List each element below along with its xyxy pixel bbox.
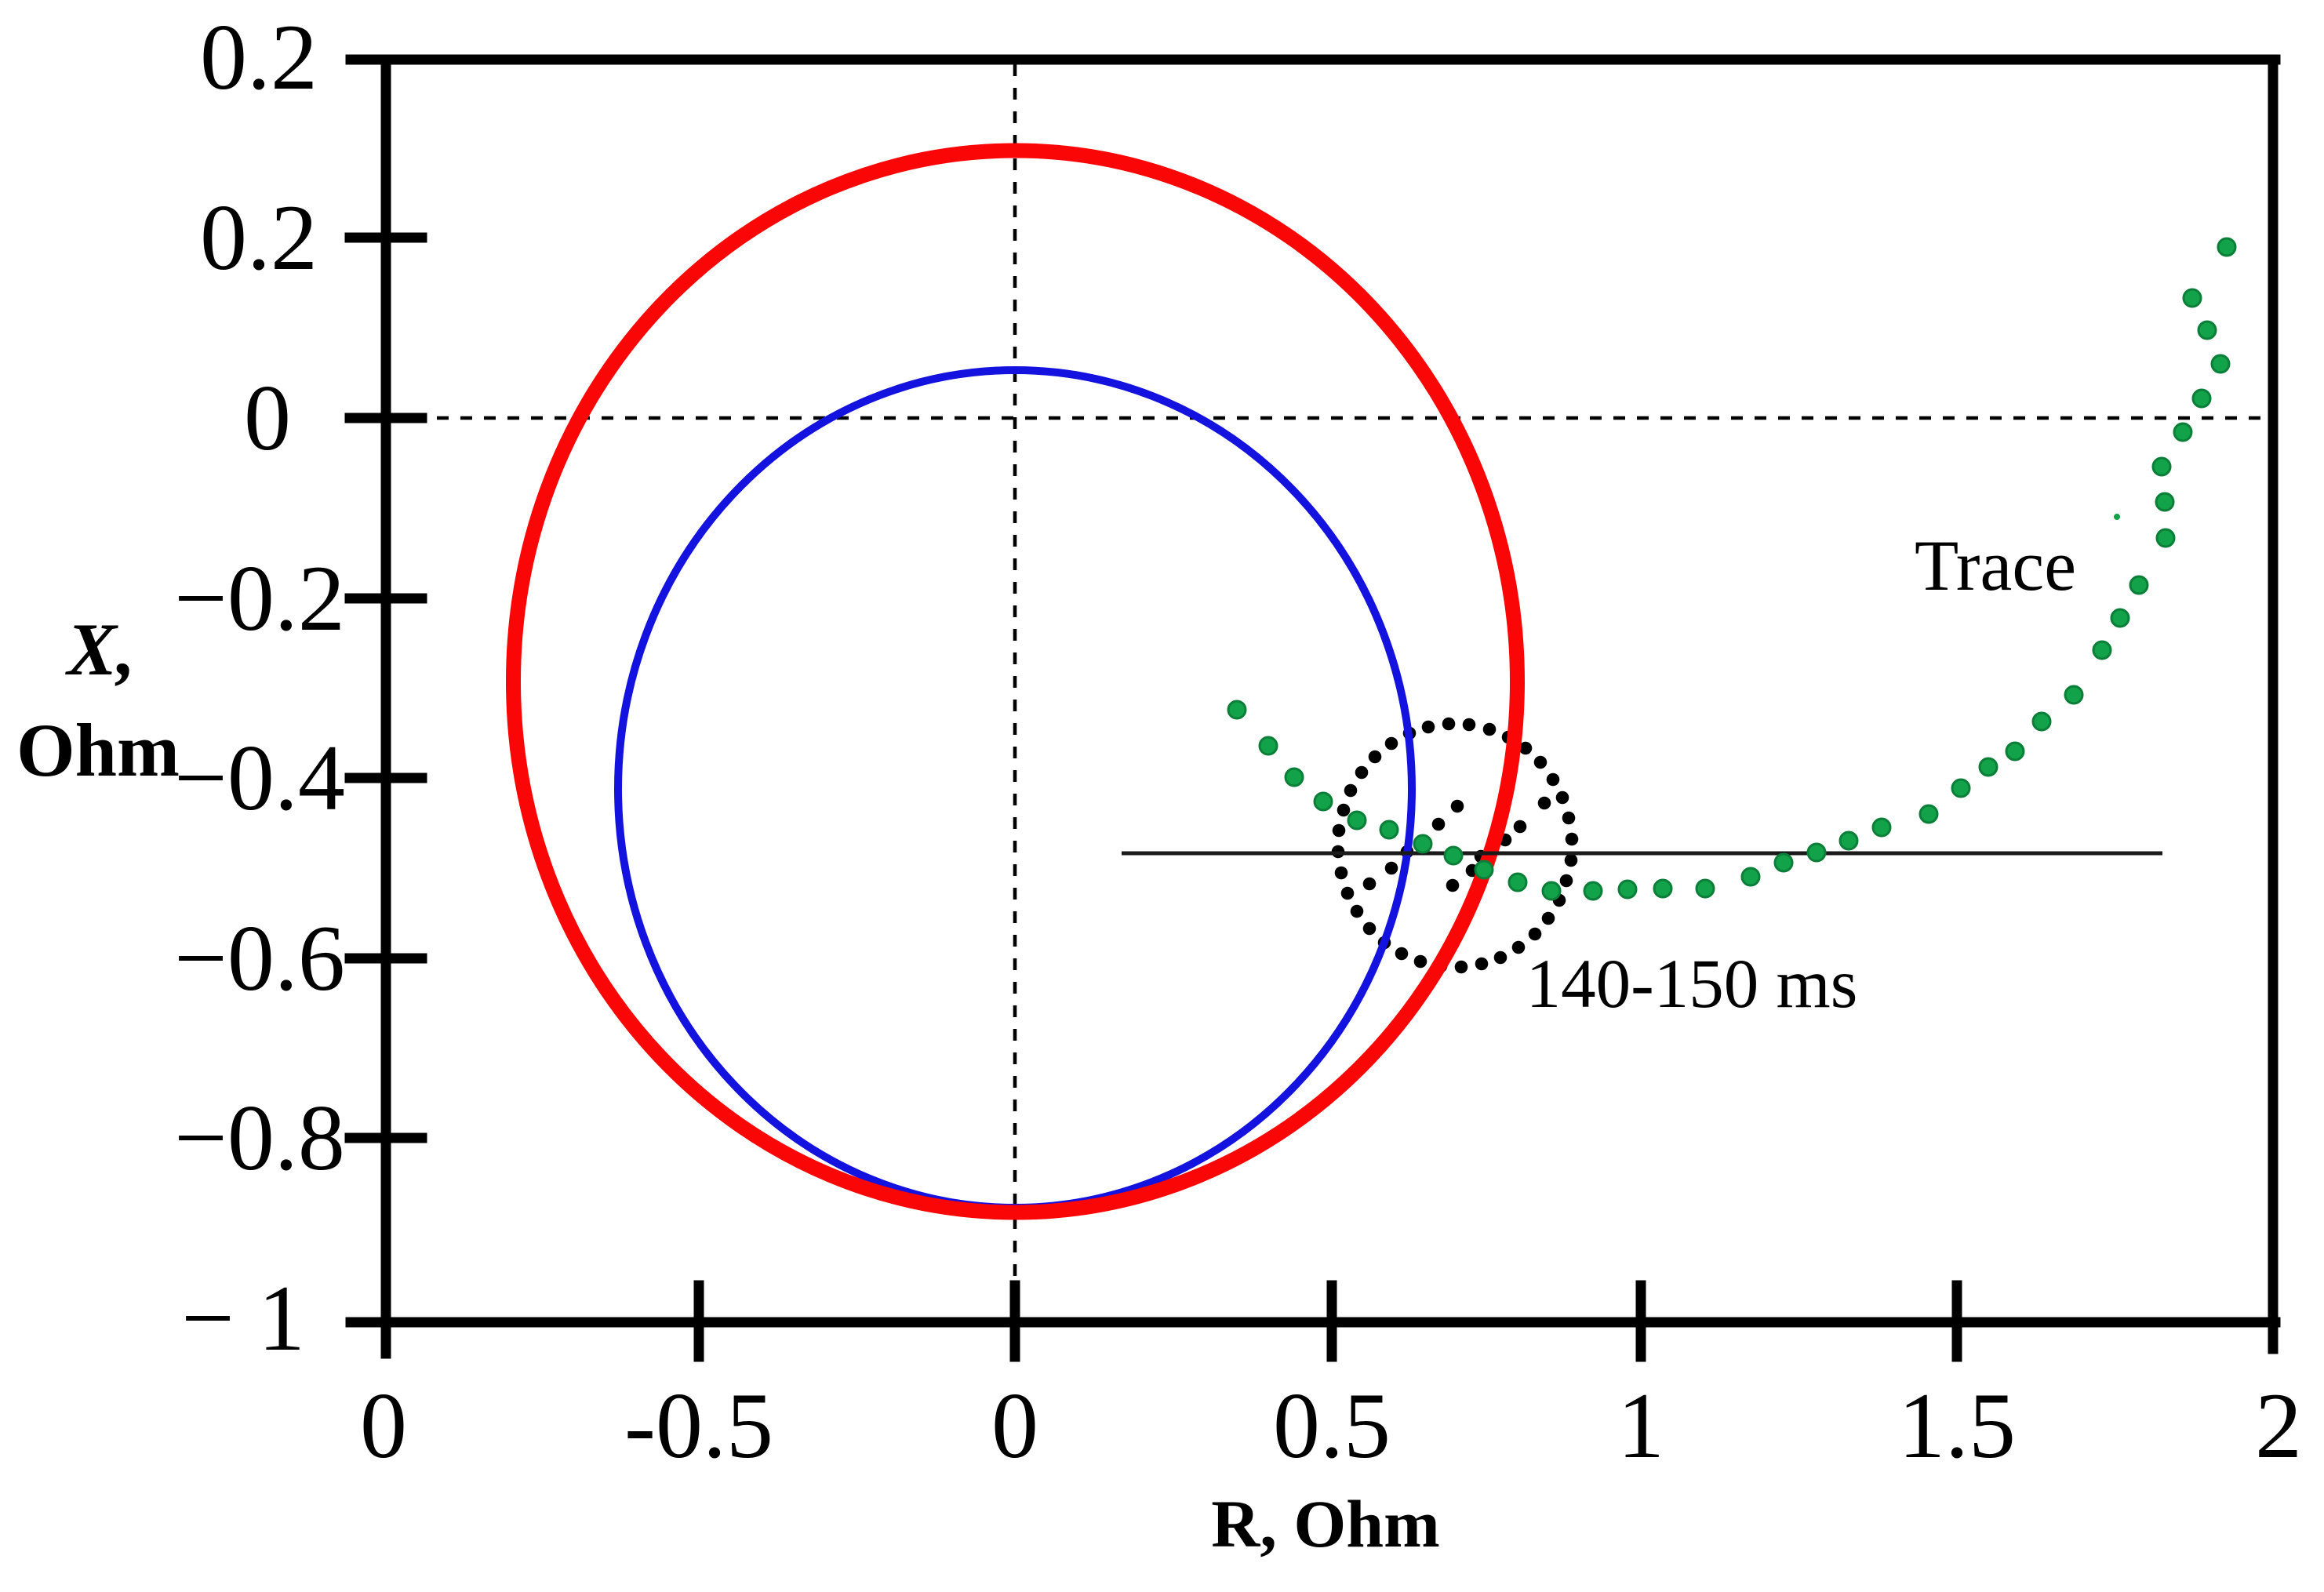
svg-text:−0.6: −0.6 [174, 906, 345, 1010]
svg-text:X,: X, [64, 608, 135, 691]
svg-text:0.5: 0.5 [1273, 1373, 1391, 1478]
svg-text:−0.2: −0.2 [174, 546, 345, 650]
svg-text:0: 0 [244, 365, 291, 470]
svg-text:− 1: − 1 [181, 1266, 305, 1370]
svg-text:Ohm: Ohm [16, 708, 180, 792]
svg-text:Trace: Trace [1915, 525, 2076, 605]
svg-text:0.2: 0.2 [200, 5, 318, 109]
svg-text:0: 0 [360, 1373, 407, 1478]
svg-text:1: 1 [1617, 1373, 1664, 1478]
svg-text:2: 2 [2255, 1373, 2302, 1478]
svg-text:0: 0 [991, 1373, 1038, 1478]
svg-text:0.2: 0.2 [200, 185, 318, 289]
svg-text:−0.4: −0.4 [174, 725, 345, 830]
svg-text:R, Ohm: R, Ohm [1211, 1486, 1439, 1561]
svg-text:140-150 ms: 140-150 ms [1526, 946, 1858, 1023]
svg-text:-0.5: -0.5 [624, 1373, 773, 1478]
svg-text:−0.8: −0.8 [174, 1085, 345, 1190]
svg-text:1.5: 1.5 [1898, 1373, 2016, 1478]
